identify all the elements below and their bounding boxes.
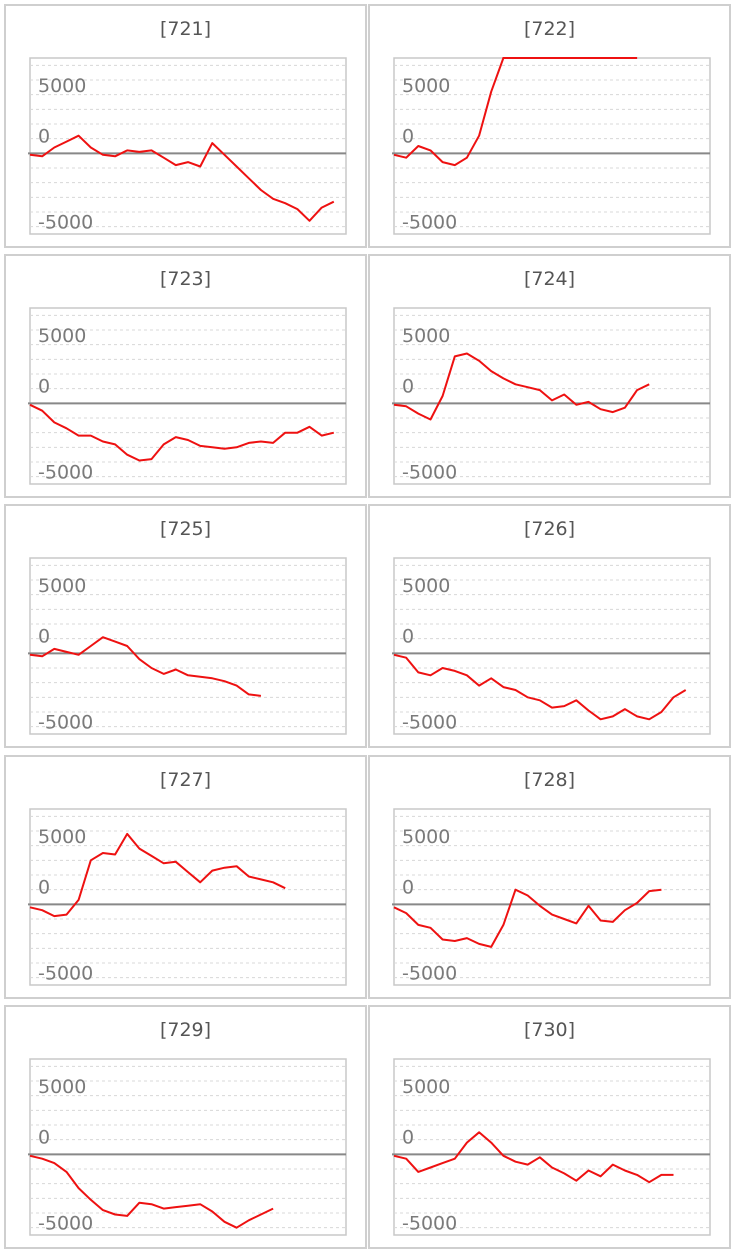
series-line (393, 352, 650, 421)
y-tick-label: -5000 (38, 1213, 93, 1235)
chart-title: [723] (159, 268, 212, 290)
line-chart: 5000 0 -5000 (392, 1058, 711, 1236)
y-tick-label: -5000 (402, 1213, 457, 1235)
chart-title: [722] (523, 18, 576, 40)
y-tick-label: 0 (38, 1126, 50, 1148)
line-chart: 5000 0 -5000 (392, 57, 711, 235)
y-tick-label: 5000 (38, 75, 86, 97)
y-tick-label: -5000 (402, 212, 457, 234)
chart-title: [726] (523, 518, 576, 540)
chart-title: [729] (159, 1019, 212, 1041)
y-tick-label: -5000 (38, 462, 93, 484)
series-line (29, 832, 286, 918)
line-chart: 5000 0 -5000 (392, 557, 711, 735)
chart-title: [721] (159, 18, 212, 40)
chart-panel: [726] 5000 0 -5000 (368, 504, 731, 748)
series-line (29, 403, 335, 462)
series-line (29, 134, 335, 222)
line-chart: 5000 0 -5000 (28, 808, 347, 986)
y-tick-label: 5000 (402, 75, 450, 97)
plot-frame (29, 307, 347, 485)
plot-frame (393, 557, 711, 735)
chart-panel: [729] 5000 0 -5000 (4, 1005, 367, 1249)
chart-panel: [725] 5000 0 -5000 (4, 504, 367, 748)
y-tick-label: -5000 (38, 712, 93, 734)
chart-title: [730] (523, 1019, 576, 1041)
y-tick-label: -5000 (38, 212, 93, 234)
y-tick-label: 5000 (38, 1076, 86, 1098)
plot-frame (29, 808, 347, 986)
plot-frame (393, 307, 711, 485)
chart-panel: [728] 5000 0 -5000 (368, 755, 731, 999)
chart-panel: [730] 5000 0 -5000 (368, 1005, 731, 1249)
plot-frame (29, 557, 347, 735)
plot-frame (393, 1058, 711, 1236)
y-tick-label: 0 (38, 876, 50, 898)
series-line (29, 636, 262, 697)
plot-frame (29, 1058, 347, 1236)
chart-title: [727] (159, 769, 212, 791)
series-line (393, 888, 662, 948)
chart-title: [725] (159, 518, 212, 540)
y-tick-label: 0 (402, 625, 414, 647)
y-tick-label: 0 (38, 625, 50, 647)
y-tick-label: 5000 (38, 575, 86, 597)
y-tick-label: -5000 (38, 963, 93, 985)
chart-panel: [723] 5000 0 -5000 (4, 254, 367, 498)
y-tick-label: -5000 (402, 712, 457, 734)
line-chart: 5000 0 -5000 (392, 307, 711, 485)
y-tick-label: 5000 (402, 826, 450, 848)
series-line (393, 1131, 674, 1184)
y-tick-label: 5000 (38, 826, 86, 848)
y-tick-label: 5000 (38, 325, 86, 347)
chart-panel: [722] 5000 0 -5000 (368, 4, 731, 248)
line-chart: 5000 0 -5000 (392, 808, 711, 986)
y-tick-label: 5000 (402, 1076, 450, 1098)
plot-frame (29, 57, 347, 235)
chart-panel: [721] 5000 0 -5000 (4, 4, 367, 248)
chart-title: [724] (523, 268, 576, 290)
y-tick-label: 5000 (402, 575, 450, 597)
y-tick-label: 5000 (402, 325, 450, 347)
line-chart: 5000 0 -5000 (28, 1058, 347, 1236)
plot-frame (393, 808, 711, 986)
y-tick-label: 0 (402, 876, 414, 898)
chart-panel: [724] 5000 0 -5000 (368, 254, 731, 498)
y-tick-label: 0 (402, 125, 414, 147)
y-tick-label: 0 (38, 125, 50, 147)
y-tick-label: -5000 (402, 963, 457, 985)
y-tick-label: 0 (402, 1126, 414, 1148)
series-line (393, 653, 687, 721)
chart-title: [728] (523, 769, 576, 791)
y-tick-label: 0 (402, 375, 414, 397)
chart-panel: [727] 5000 0 -5000 (4, 755, 367, 999)
line-chart: 5000 0 -5000 (28, 307, 347, 485)
line-chart: 5000 0 -5000 (28, 57, 347, 235)
y-tick-label: 0 (38, 375, 50, 397)
line-chart: 5000 0 -5000 (28, 557, 347, 735)
y-tick-label: -5000 (402, 462, 457, 484)
